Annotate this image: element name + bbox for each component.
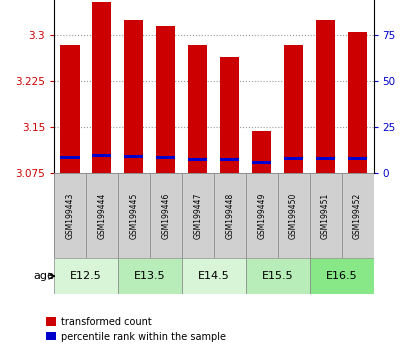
Text: E16.5: E16.5 [326,271,357,281]
Text: age: age [33,271,54,281]
Bar [348,32,367,173]
Bar [150,173,182,258]
Bar [220,158,239,161]
Bar [124,20,144,173]
Text: GSM199444: GSM199444 [98,193,106,239]
Bar [182,258,246,294]
Text: E12.5: E12.5 [70,271,102,281]
Bar [310,173,342,258]
Text: GSM199447: GSM199447 [193,193,202,239]
Bar [188,158,208,161]
Bar [316,20,335,173]
Bar [284,45,303,173]
Bar [252,131,271,173]
Bar [156,26,176,173]
Bar [342,173,374,258]
Bar [92,154,112,157]
Bar [118,258,182,294]
Bar [156,156,176,159]
Legend: transformed count, percentile rank within the sample: transformed count, percentile rank withi… [42,313,229,346]
Bar [60,45,80,173]
Bar [310,258,374,294]
Text: GSM199446: GSM199446 [161,193,170,239]
Text: GSM199443: GSM199443 [66,193,74,239]
Text: GSM199445: GSM199445 [129,193,138,239]
Text: GSM199448: GSM199448 [225,193,234,239]
Bar [246,258,310,294]
Bar [214,173,246,258]
Bar [246,173,278,258]
Bar [60,156,80,159]
Bar [182,173,214,258]
Bar [284,157,303,160]
Text: E15.5: E15.5 [262,271,293,281]
Text: E14.5: E14.5 [198,271,229,281]
Text: GSM199451: GSM199451 [321,193,330,239]
Bar [86,173,118,258]
Bar [54,173,86,258]
Text: GSM199452: GSM199452 [353,193,362,239]
Bar [92,2,112,173]
Bar [220,57,239,173]
Bar [348,157,367,160]
Bar [316,157,335,160]
Bar [188,45,208,173]
Bar [54,258,118,294]
Bar [118,173,150,258]
Text: E13.5: E13.5 [134,271,166,281]
Bar [252,161,271,164]
Bar [278,173,310,258]
Bar [124,155,144,158]
Text: GSM199449: GSM199449 [257,193,266,239]
Text: GSM199450: GSM199450 [289,193,298,239]
